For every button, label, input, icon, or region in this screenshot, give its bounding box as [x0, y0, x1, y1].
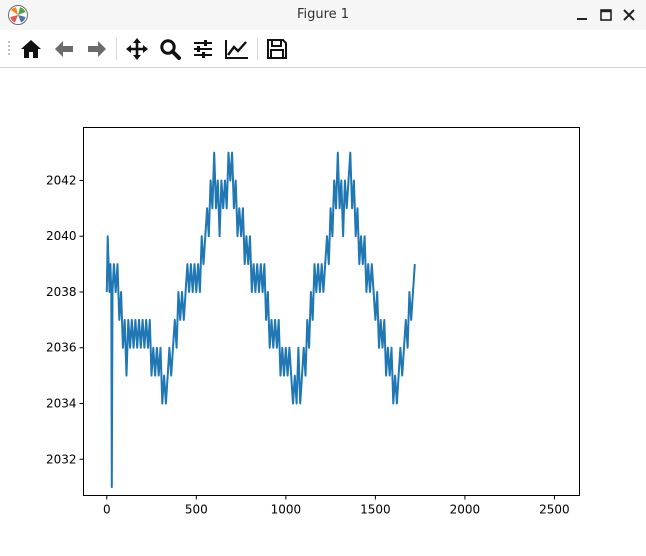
y-tick-label: 2032 — [46, 452, 77, 466]
title-bar[interactable]: Figure 1 — [0, 0, 646, 30]
x-tick-label: 1500 — [360, 503, 391, 517]
x-tick-label: 2500 — [539, 503, 570, 517]
zoom-button[interactable] — [157, 36, 183, 62]
arrow-left-icon — [55, 41, 73, 57]
home-button[interactable] — [18, 36, 44, 62]
save-button[interactable] — [264, 36, 290, 62]
save-icon — [267, 39, 287, 59]
back-button[interactable] — [51, 36, 77, 62]
y-tick-label: 2040 — [46, 229, 77, 243]
series-line-0 — [105, 151, 416, 489]
navigation-toolbar — [0, 30, 646, 68]
line-chart-icon — [225, 40, 248, 59]
y-tick-label: 2036 — [46, 341, 77, 355]
x-tick-label: 2000 — [450, 503, 481, 517]
y-tick-label: 2042 — [46, 173, 77, 187]
toolbar-separator — [116, 38, 117, 60]
matplotlib-app-icon — [8, 5, 28, 25]
x-tick-label: 500 — [185, 503, 208, 517]
figure-canvas[interactable]: 0 500 1000 1500 2000 2500 2032 2034 2036 2038 2040… — [0, 68, 646, 552]
pan-button[interactable] — [124, 36, 150, 62]
zoom-icon — [160, 39, 181, 60]
line-plot[interactable]: 0 500 1000 1500 2000 2500 2032 2034 2036 2038 2040… — [0, 68, 646, 552]
move-icon — [126, 38, 148, 60]
minimize-icon[interactable] — [572, 5, 592, 25]
sliders-icon — [194, 40, 212, 58]
window-title: Figure 1 — [296, 7, 350, 22]
toolbar-separator — [257, 38, 258, 60]
forward-button[interactable] — [84, 36, 110, 62]
x-tick-label: 0 — [103, 503, 111, 517]
subplots-button[interactable] — [190, 36, 216, 62]
customize-button[interactable] — [224, 36, 250, 62]
close-icon[interactable] — [619, 5, 639, 25]
maximize-icon[interactable] — [596, 5, 616, 25]
y-tick-label: 2038 — [46, 285, 77, 299]
axes-frame — [83, 127, 580, 496]
y-tick-label: 2034 — [46, 397, 77, 411]
x-tick-label: 1000 — [271, 503, 302, 517]
toolbar-grip-icon[interactable] — [7, 40, 11, 58]
arrow-right-icon — [88, 41, 106, 57]
home-icon — [21, 40, 41, 58]
